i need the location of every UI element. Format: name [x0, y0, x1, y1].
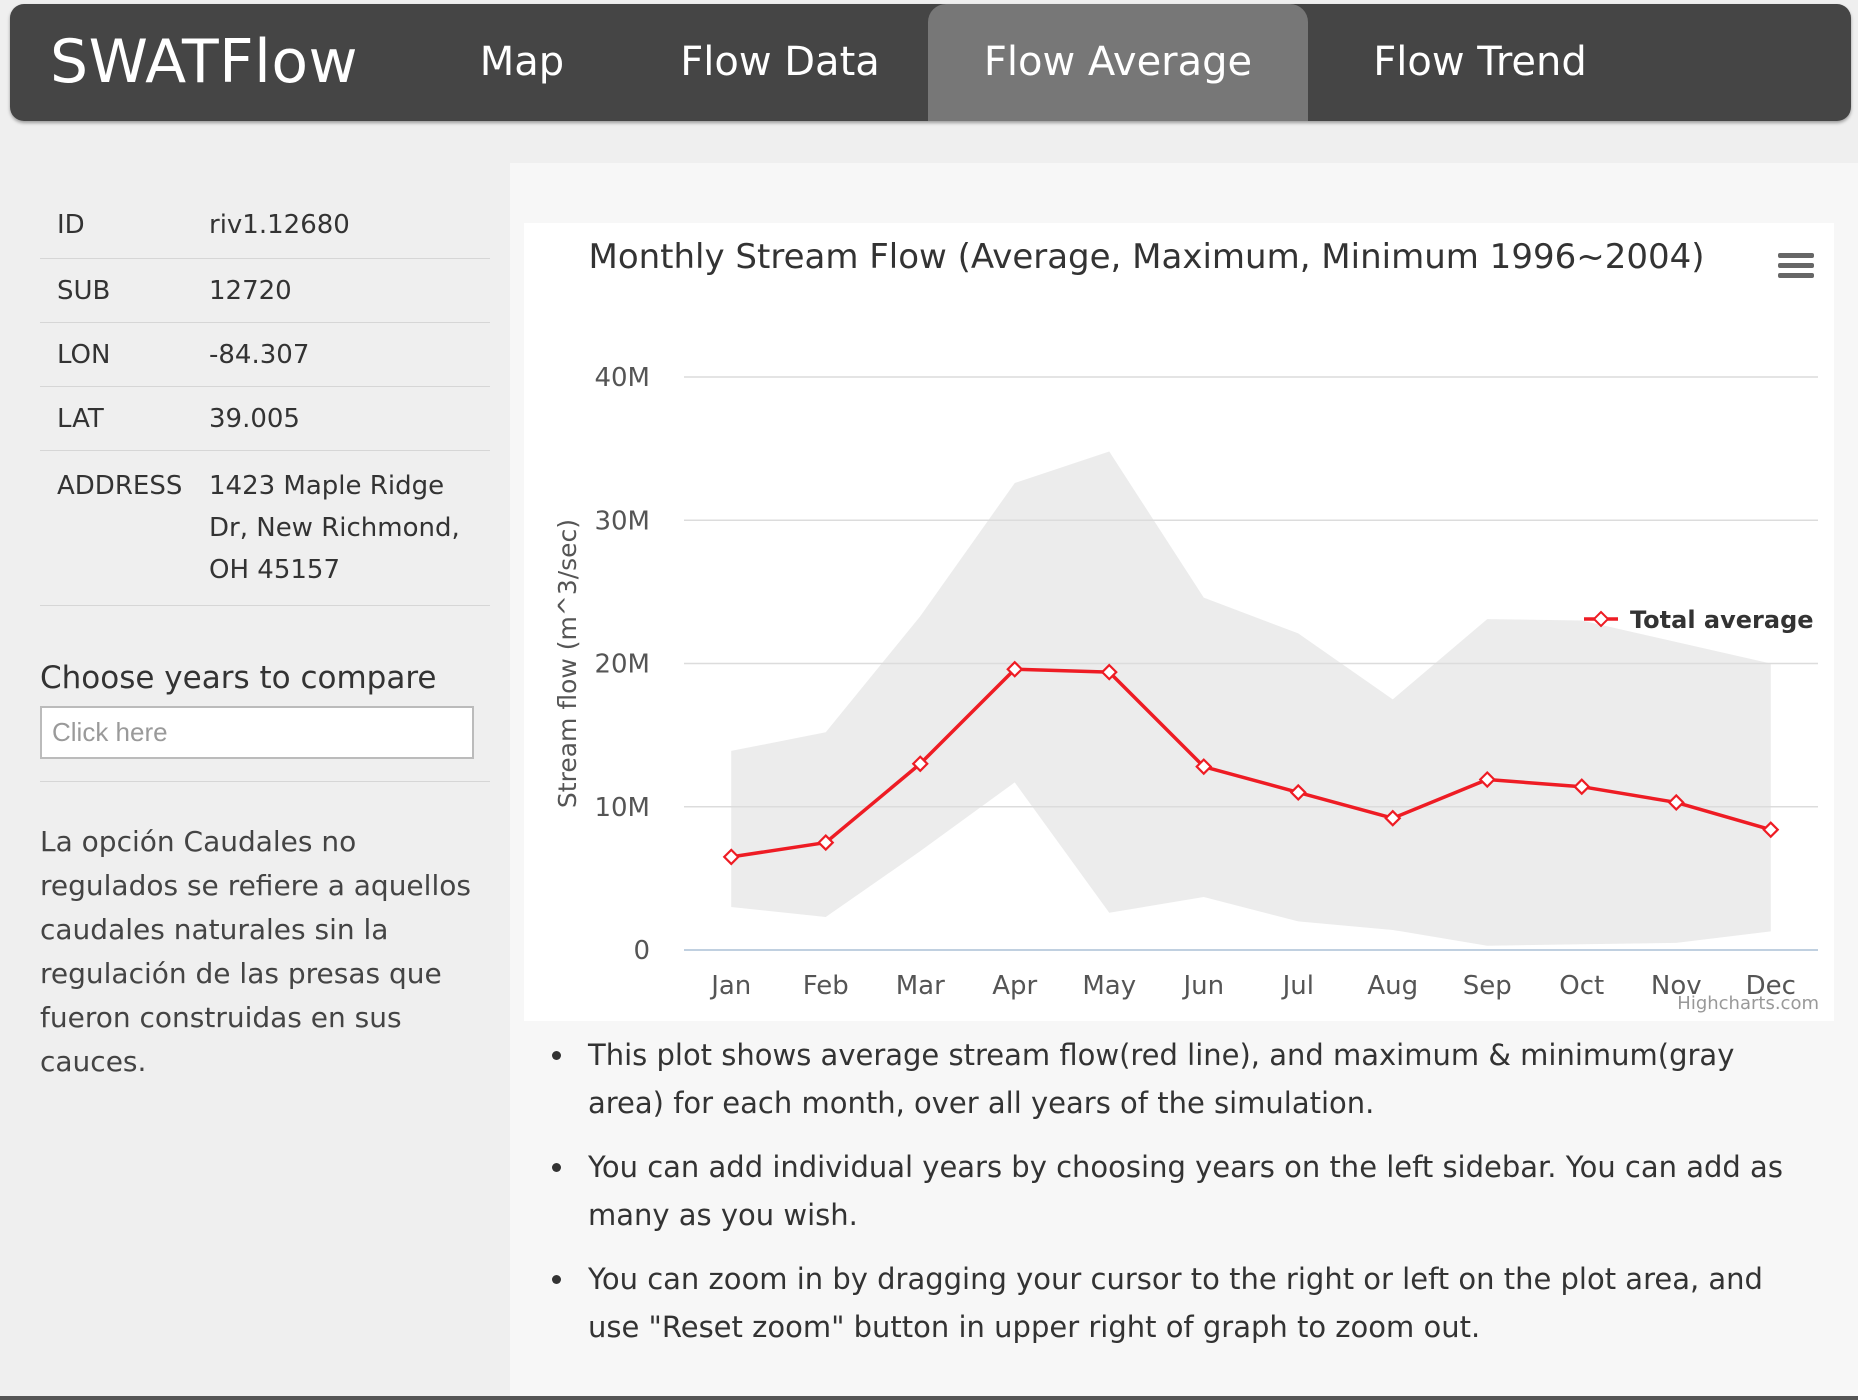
data-point [722, 848, 740, 866]
data-point [1195, 758, 1213, 776]
sidebar-divider [40, 781, 490, 782]
info-row-lon: LON -84.307 [40, 323, 490, 387]
top-navbar: SWATFlow Map Flow Data Flow Average Flow… [10, 4, 1851, 121]
info-row-sub: SUB 12720 [40, 259, 490, 323]
series-line [730, 667, 1772, 859]
x-tick-label: Nov [1651, 971, 1702, 1001]
y-tick-label: 10M [594, 793, 650, 823]
y-tick-label: 20M [594, 650, 650, 680]
info-value: -84.307 [209, 340, 310, 370]
tab-flow-data[interactable]: Flow Data [680, 39, 880, 85]
x-tick-label: May [1082, 971, 1136, 1001]
bottom-divider [0, 1396, 1858, 1400]
tab-flow-average[interactable]: Flow Average [928, 4, 1308, 121]
info-key: ID [57, 210, 85, 240]
sidebar: ID riv1.12680 SUB 12720 LON -84.307 LAT … [40, 195, 490, 1084]
x-tick-label: Feb [803, 971, 849, 1001]
choose-years-input[interactable] [40, 706, 474, 759]
note-item: You can zoom in by dragging your cursor … [550, 1255, 1800, 1351]
main-panel: Monthly Stream Flow (Average, Maximum, M… [510, 163, 1858, 1400]
data-point [1006, 660, 1024, 678]
highcharts-credit: Highcharts.com [1677, 993, 1819, 1014]
x-tick-label: Aug [1367, 971, 1418, 1001]
chart-container[interactable]: Monthly Stream Flow (Average, Maximum, M… [524, 223, 1834, 1021]
x-tick-label: Oct [1559, 971, 1604, 1001]
data-point [1478, 770, 1496, 789]
info-value: riv1.12680 [209, 210, 350, 240]
help-notes: This plot shows average stream flow(red … [550, 1031, 1800, 1367]
x-tick-label: Jul [1281, 971, 1314, 1001]
info-key: ADDRESS [57, 471, 183, 501]
info-row-lat: LAT 39.005 [40, 387, 490, 451]
x-tick-label: Mar [896, 971, 945, 1001]
info-value: 12720 [209, 276, 292, 306]
data-point [817, 834, 835, 852]
info-value: 1423 Maple Ridge Dr, New Richmond, OH 45… [209, 471, 460, 585]
x-tick-label: Sep [1463, 971, 1512, 1001]
chart-title: Monthly Stream Flow (Average, Maximum, M… [588, 237, 1705, 277]
tab-flow-trend[interactable]: Flow Trend [1373, 39, 1587, 85]
legend-label: Total average [1630, 606, 1814, 634]
brand-logo[interactable]: SWATFlow [50, 27, 359, 97]
y-tick-label: 40M [594, 363, 650, 393]
info-value: 39.005 [209, 404, 300, 434]
data-point [1384, 809, 1402, 827]
data-point [1762, 821, 1780, 839]
note-item: You can add individual years by choosing… [550, 1143, 1800, 1239]
info-table: ID riv1.12680 SUB 12720 LON -84.307 LAT … [40, 195, 490, 606]
data-point [1100, 663, 1118, 681]
choose-years-label: Choose years to compare [40, 660, 437, 696]
x-tick-label: Jan [709, 971, 751, 1001]
x-tick-label: Dec [1746, 971, 1796, 1001]
data-point [1667, 793, 1685, 812]
y-tick-label: 0 [633, 936, 650, 966]
range-area [731, 451, 1771, 946]
data-point [1573, 778, 1591, 796]
y-axis-title: Stream flow (m^3/sec) [553, 519, 582, 808]
x-tick-label: Apr [992, 971, 1037, 1001]
info-key: LAT [57, 404, 104, 434]
info-row-id: ID riv1.12680 [40, 195, 490, 259]
data-point [911, 755, 929, 773]
info-key: LON [57, 340, 111, 370]
x-tick-label: Jun [1181, 971, 1224, 1001]
note-item: This plot shows average stream flow(red … [550, 1031, 1800, 1127]
chart-menu-icon[interactable] [1778, 253, 1814, 283]
tab-map[interactable]: Map [479, 39, 565, 85]
sidebar-note: La opción Caudales no regulados se refie… [40, 825, 471, 1078]
y-tick-label: 30M [594, 506, 650, 536]
chart-plot[interactable]: 0 10M 20M 30M 40M Stream flow (m^3/sec) Jan Feb… [524, 223, 1834, 1021]
legend-marker [1592, 610, 1610, 628]
data-point [1289, 783, 1307, 801]
info-row-address: ADDRESS 1423 Maple Ridge Dr, New Richmon… [40, 451, 490, 606]
info-key: SUB [57, 276, 111, 306]
